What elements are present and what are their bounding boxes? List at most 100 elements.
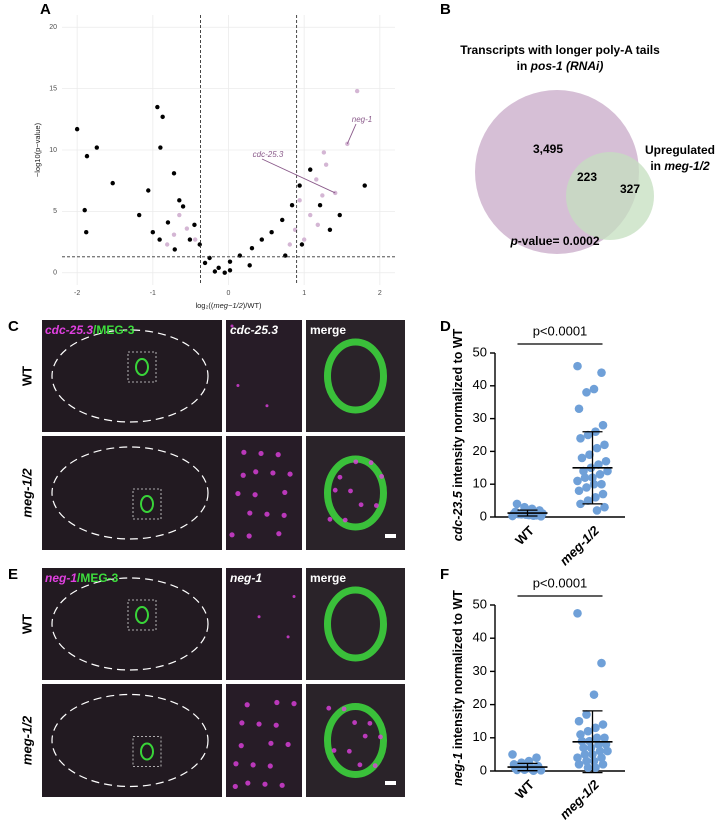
venn-title: in pos-1 (RNAi) <box>517 59 604 73</box>
point <box>583 430 593 440</box>
signal-spot <box>276 531 282 537</box>
point <box>573 476 582 486</box>
zoom-box <box>127 351 157 383</box>
point <box>157 237 162 242</box>
point <box>574 404 584 414</box>
signal-spot <box>241 449 247 455</box>
panel-label: E <box>8 566 18 583</box>
y-axis-label: neg-1 intensity normalized to WT <box>451 590 465 786</box>
scale-bar <box>385 534 396 538</box>
x-axis-label-part: )/WT) <box>243 301 262 310</box>
signal-spot <box>292 594 296 598</box>
row-label: WT <box>19 366 34 386</box>
point <box>212 269 218 274</box>
point <box>573 361 582 371</box>
point <box>337 212 342 218</box>
point <box>317 203 323 208</box>
point <box>321 150 327 155</box>
channel-label: neg-1/MEG-3 <box>45 571 119 585</box>
point <box>586 743 596 753</box>
signal-spot <box>238 743 244 749</box>
y-tick-label: 10 <box>49 147 57 154</box>
signal-spot <box>281 512 287 518</box>
panel-label: A <box>40 1 51 18</box>
signal-spot <box>275 452 281 458</box>
x-tick-label: -2 <box>74 290 80 297</box>
point <box>598 720 608 729</box>
point <box>94 145 100 150</box>
x-axis-label: log₂((meg−1/2)/WT) <box>195 301 262 310</box>
channel-label: merge <box>310 571 346 585</box>
point <box>354 88 360 94</box>
point <box>193 237 198 242</box>
y-axis-label-part: neg-1 <box>451 753 465 786</box>
venn-title-part: pos-1 (RNAi) <box>530 59 604 73</box>
point <box>582 756 591 766</box>
signal-spot <box>327 516 333 522</box>
point <box>514 509 523 519</box>
signal-spot <box>252 492 258 498</box>
point <box>576 433 585 443</box>
channel-label-part: neg-1 <box>45 571 77 585</box>
signal-spot <box>235 490 241 497</box>
point <box>583 726 593 736</box>
point <box>600 502 609 512</box>
y-axis-label: −log10(p−value) <box>33 122 42 177</box>
germ-granule-ring <box>324 338 387 414</box>
point <box>362 183 367 188</box>
point <box>601 456 611 466</box>
venn-set-label-part: meg-1/2 <box>664 159 710 173</box>
point <box>595 746 605 756</box>
point <box>574 486 584 496</box>
point <box>597 658 606 668</box>
point <box>297 198 302 203</box>
signal-spot <box>274 699 280 706</box>
point <box>512 499 522 509</box>
y-tick-label: 30 <box>473 663 487 678</box>
signal-spot <box>267 763 273 769</box>
y-tick-label: 10 <box>473 729 487 744</box>
signal-spot <box>244 702 250 708</box>
y-tick-label: 40 <box>473 377 487 392</box>
signal-spot <box>353 459 359 465</box>
point <box>574 716 584 726</box>
micrograph <box>42 436 222 550</box>
venn-count: 327 <box>620 182 640 196</box>
signal-spot <box>331 748 337 753</box>
point <box>579 743 588 753</box>
point <box>579 466 588 476</box>
point <box>110 180 115 186</box>
point <box>299 242 305 247</box>
point <box>598 420 608 430</box>
signal-spot <box>341 706 347 712</box>
y-axis-label-part: cdc-23.5 <box>451 490 465 541</box>
signal-spot <box>240 472 246 478</box>
point <box>573 609 582 618</box>
channel-label: cdc-25.3 <box>230 323 278 337</box>
signal-spot <box>332 487 338 493</box>
panel-label: C <box>8 318 19 335</box>
signal-spot <box>253 469 259 475</box>
point <box>202 260 208 266</box>
signal-spot <box>229 532 235 538</box>
signal-spot <box>352 720 358 725</box>
point <box>289 203 295 208</box>
point <box>301 237 307 242</box>
point <box>192 222 197 228</box>
signal-spot <box>378 734 383 740</box>
row-label: meg-1/2 <box>19 715 34 765</box>
signal-spot <box>233 761 239 767</box>
point <box>345 141 350 147</box>
panel-label: D <box>440 318 451 335</box>
channel-label: neg-1 <box>230 571 262 585</box>
signal-spot <box>342 517 348 523</box>
point <box>150 230 156 235</box>
signal-spot <box>258 450 264 457</box>
point <box>82 207 87 213</box>
signal-spot <box>239 720 245 726</box>
point <box>580 750 590 759</box>
point <box>582 710 591 719</box>
point <box>222 270 227 275</box>
point <box>180 204 186 209</box>
point <box>165 220 171 225</box>
